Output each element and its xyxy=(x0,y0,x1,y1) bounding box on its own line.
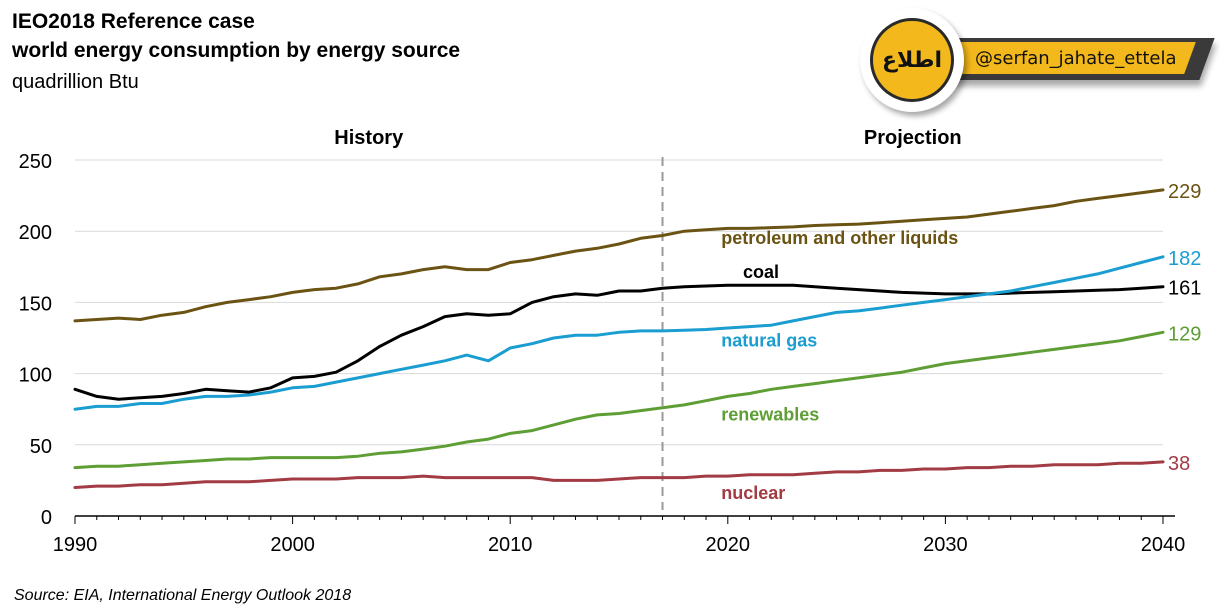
x-tick-label: 2010 xyxy=(488,534,533,556)
x-tick-label: 2020 xyxy=(706,534,751,556)
series-label: nuclear xyxy=(721,483,785,503)
series-end-value: 129 xyxy=(1168,323,1201,345)
y-tick-label: 0 xyxy=(41,507,52,529)
series-line-4 xyxy=(73,460,1165,489)
region-label-history: History xyxy=(334,127,404,149)
chart-title-line-1: IEO2018 Reference case xyxy=(12,10,255,33)
x-tick-label: 2000 xyxy=(270,534,315,556)
y-tick-label: 100 xyxy=(19,365,52,387)
series-line-0 xyxy=(73,188,1165,323)
channel-handle: @serfan_jahate_ettela xyxy=(975,48,1177,69)
series-end-value: 182 xyxy=(1168,248,1201,270)
series-label: natural gas xyxy=(721,331,817,351)
series-label: renewables xyxy=(721,405,819,425)
series-line-2 xyxy=(73,255,1165,411)
series-line-3 xyxy=(73,330,1165,470)
x-tick-label: 1990 xyxy=(53,534,98,556)
chart-title-line-2: world energy consumption by energy sourc… xyxy=(12,39,461,62)
source-note: Source: EIA, International Energy Outloo… xyxy=(14,587,352,604)
x-tick-label: 2040 xyxy=(1141,534,1186,556)
series-end-value: 229 xyxy=(1168,181,1201,203)
x-tick-label: 2030 xyxy=(923,534,968,556)
series-label: coal xyxy=(743,262,779,282)
series-end-value: 161 xyxy=(1168,278,1201,300)
y-tick-label: 50 xyxy=(30,436,52,458)
y-tick-label: 150 xyxy=(19,293,52,315)
chart-unit-label: quadrillion Btu xyxy=(12,71,139,93)
series-label: petroleum and other liquids xyxy=(721,228,958,248)
series-end-value: 38 xyxy=(1168,453,1190,475)
y-tick-label: 250 xyxy=(19,151,52,173)
region-label-projection: Projection xyxy=(864,127,962,149)
channel-badge: @serfan_jahate_ettela اطلاع xyxy=(860,8,1220,113)
channel-logo-mark: اطلاع xyxy=(870,18,954,102)
channel-logo: اطلاع xyxy=(860,8,964,112)
y-tick-label: 200 xyxy=(19,222,52,244)
